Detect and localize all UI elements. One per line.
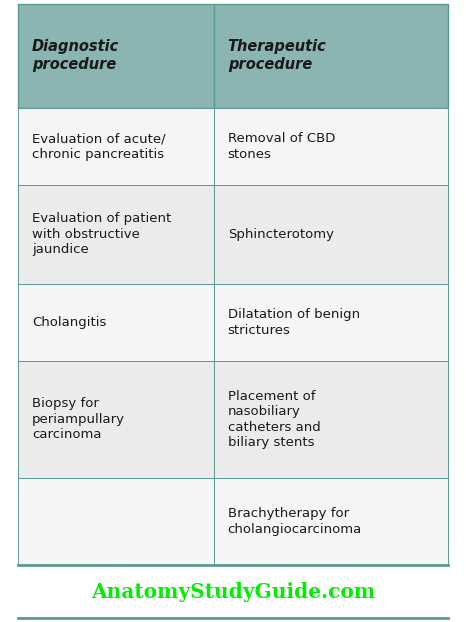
Bar xyxy=(213,478,448,565)
Text: AnatomyStudyGuide.com: AnatomyStudyGuide.com xyxy=(91,582,375,601)
Bar xyxy=(18,284,213,361)
Text: Cholangitis: Cholangitis xyxy=(32,316,106,329)
Text: Removal of CBD
stones: Removal of CBD stones xyxy=(228,132,335,160)
Bar xyxy=(18,4,213,108)
Text: Therapeutic
procedure: Therapeutic procedure xyxy=(228,39,326,72)
Bar xyxy=(18,108,213,185)
Text: Diagnostic
procedure: Diagnostic procedure xyxy=(32,39,119,72)
Bar xyxy=(213,108,448,185)
Text: Placement of
nasobiliary
catheters and
biliary stents: Placement of nasobiliary catheters and b… xyxy=(228,390,321,449)
Bar xyxy=(18,185,213,284)
Bar xyxy=(18,478,213,565)
Bar xyxy=(213,361,448,478)
Bar xyxy=(213,284,448,361)
Text: Sphincterotomy: Sphincterotomy xyxy=(228,228,334,241)
Text: Evaluation of patient
with obstructive
jaundice: Evaluation of patient with obstructive j… xyxy=(32,212,171,256)
Bar xyxy=(213,4,448,108)
Text: Biopsy for
periampullary
carcinoma: Biopsy for periampullary carcinoma xyxy=(32,397,125,442)
Bar xyxy=(213,185,448,284)
Text: Brachytherapy for
cholangiocarcinoma: Brachytherapy for cholangiocarcinoma xyxy=(228,508,362,536)
Text: Dilatation of benign
strictures: Dilatation of benign strictures xyxy=(228,308,360,337)
Text: Evaluation of acute/
chronic pancreatitis: Evaluation of acute/ chronic pancreatiti… xyxy=(32,132,165,160)
Bar xyxy=(18,361,213,478)
